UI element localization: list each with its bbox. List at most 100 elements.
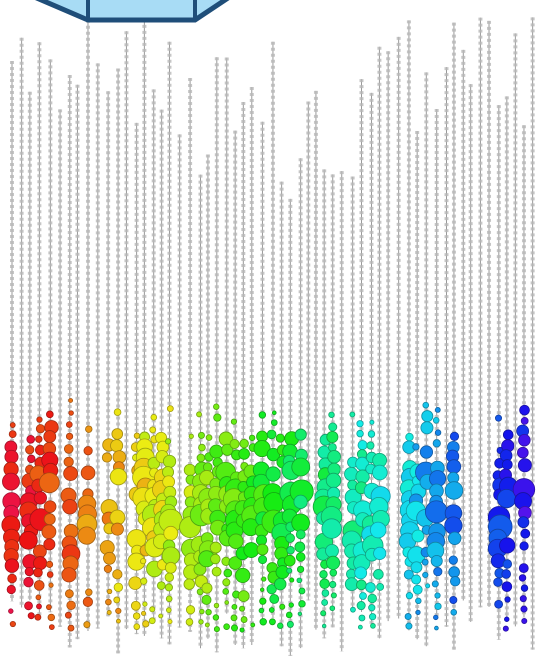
hit-sphere — [406, 433, 414, 441]
hit-sphere — [521, 417, 528, 424]
hit-sphere — [36, 424, 44, 432]
hit-sphere — [290, 578, 294, 582]
hit-sphere — [133, 613, 140, 620]
hit-sphere — [213, 615, 219, 621]
hit-sphere — [368, 431, 375, 438]
hit-sphere — [518, 459, 531, 472]
hit-sphere — [186, 606, 194, 614]
hit-sphere — [114, 409, 121, 416]
hit-sphere — [159, 614, 163, 618]
hit-sphere — [202, 583, 212, 593]
hit-sphere — [9, 609, 14, 614]
hit-sphere — [8, 574, 17, 583]
hit-sphere — [141, 578, 147, 584]
hit-sphere — [280, 604, 285, 609]
hit-sphere — [44, 514, 55, 525]
hit-sphere — [326, 544, 339, 557]
hit-sphere — [26, 446, 34, 454]
hit-sphere — [239, 606, 244, 611]
hit-sphere — [425, 501, 447, 523]
hit-sphere — [202, 595, 211, 604]
hit-sphere — [223, 589, 229, 595]
hit-sphere — [165, 573, 174, 582]
hit-sphere — [197, 412, 202, 417]
hit-sphere — [112, 429, 123, 440]
hit-sphere — [166, 608, 171, 613]
hit-sphere — [330, 581, 336, 587]
hit-sphere — [274, 578, 286, 590]
hit-sphere — [447, 460, 461, 474]
hit-sphere — [271, 420, 277, 426]
hit-sphere — [521, 585, 528, 592]
hit-sphere — [416, 610, 420, 614]
hit-sphere — [369, 614, 375, 620]
hit-sphere — [518, 517, 529, 528]
hit-sphere — [213, 404, 219, 410]
hit-sphere — [198, 432, 204, 438]
hit-sphere — [367, 442, 374, 449]
hit-sphere — [39, 473, 59, 493]
hit-sphere — [166, 596, 172, 602]
hit-sphere — [167, 406, 173, 412]
hit-sphere — [69, 398, 73, 402]
hit-sphere — [141, 611, 145, 615]
hit-sphere — [111, 440, 123, 452]
hit-sphere — [270, 595, 279, 604]
hit-sphere — [223, 579, 230, 586]
hit-sphere — [502, 570, 511, 579]
hit-sphere — [165, 584, 172, 591]
hit-sphere — [505, 597, 510, 602]
hit-sphere — [276, 434, 284, 442]
hit-sphere — [494, 578, 503, 587]
hit-sphere — [258, 555, 266, 563]
hit-sphere — [426, 584, 430, 588]
hit-sphere — [44, 539, 55, 550]
hit-sphere — [520, 596, 526, 602]
hit-sphere — [435, 407, 440, 412]
hit-sphere — [372, 465, 387, 480]
hit-sphere — [269, 607, 274, 612]
hit-sphere — [357, 601, 365, 609]
hit-sphere — [521, 529, 530, 538]
hit-sphere — [35, 614, 41, 620]
hit-sphere — [327, 431, 338, 442]
hit-sphere — [520, 542, 528, 550]
hit-sphere — [244, 543, 259, 558]
hit-sphere — [286, 612, 292, 618]
hit-sphere — [186, 619, 193, 626]
hit-sphere — [25, 567, 33, 575]
hit-sphere — [287, 568, 292, 573]
hit-sphere — [206, 435, 212, 441]
hit-sphere — [322, 519, 342, 539]
hit-sphere — [229, 534, 244, 549]
hit-sphere — [435, 430, 441, 436]
hit-sphere — [36, 595, 41, 600]
hit-sphere — [411, 562, 422, 573]
hit-sphere — [519, 575, 526, 582]
hit-sphere — [321, 611, 326, 616]
hit-sphere — [69, 411, 74, 416]
hit-sphere — [238, 591, 249, 602]
hit-sphere — [83, 597, 92, 606]
hit-sphere — [350, 412, 355, 417]
hit-sphere — [406, 592, 412, 598]
hit-sphere — [522, 618, 527, 623]
hit-sphere — [292, 514, 310, 532]
hit-sphere — [377, 583, 384, 590]
hit-sphere — [503, 626, 508, 631]
hit-sphere — [189, 434, 193, 438]
hit-sphere — [448, 532, 461, 545]
hit-sphere — [103, 552, 115, 564]
hit-sphere — [49, 625, 54, 630]
hit-sphere — [299, 588, 305, 594]
hit-sphere — [326, 473, 341, 488]
hit-sphere — [450, 576, 460, 586]
hit-sphere — [46, 605, 51, 610]
hit-sphere — [140, 558, 145, 563]
hit-sphere — [295, 429, 306, 440]
hit-sphere — [134, 624, 140, 630]
hit-sphere — [134, 433, 140, 439]
hit-sphere — [359, 592, 366, 599]
hit-sphere — [25, 602, 33, 610]
hit-sphere — [68, 625, 74, 631]
